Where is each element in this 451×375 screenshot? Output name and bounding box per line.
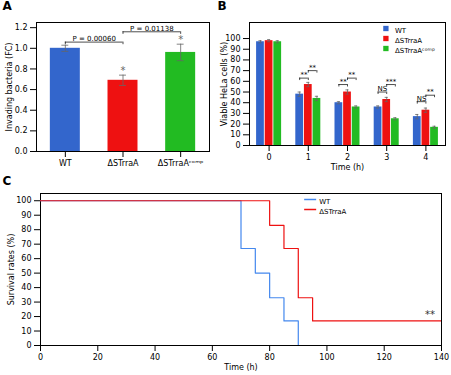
svg-text:WT: WT	[395, 27, 407, 35]
svg-text:P = 0.01138: P = 0.01138	[130, 25, 173, 33]
svg-text:Time (h): Time (h)	[223, 363, 257, 372]
svg-text:ΔSTrraAᶜᵒᵐᵖ: ΔSTrraAᶜᵒᵐᵖ	[158, 159, 204, 168]
svg-text:1.0: 1.0	[15, 44, 28, 53]
svg-text:40: 40	[21, 283, 31, 292]
svg-text:60: 60	[230, 77, 240, 86]
svg-text:20: 20	[93, 353, 103, 362]
svg-text:WT: WT	[319, 198, 331, 206]
svg-text:Time (h): Time (h)	[330, 163, 364, 172]
svg-text:P = 0.00060: P = 0.00060	[72, 35, 115, 43]
svg-text:0.4: 0.4	[15, 106, 28, 115]
svg-text:70: 70	[230, 66, 240, 75]
svg-text:**: **	[425, 309, 435, 320]
svg-text:120: 120	[377, 353, 392, 362]
svg-text:20: 20	[21, 312, 31, 321]
svg-text:0: 0	[267, 153, 272, 162]
svg-text:80: 80	[230, 55, 240, 64]
svg-text:10: 10	[21, 327, 31, 336]
svg-text:NS: NS	[378, 85, 388, 93]
svg-text:WT: WT	[59, 159, 72, 168]
svg-text:Survival rates (%): Survival rates (%)	[7, 234, 16, 306]
svg-text:0.2: 0.2	[15, 126, 28, 135]
svg-text:50: 50	[230, 88, 240, 97]
svg-text:**: **	[427, 88, 435, 96]
svg-text:**: **	[348, 71, 356, 79]
svg-text:60: 60	[21, 254, 31, 263]
svg-text:10: 10	[230, 130, 240, 139]
svg-text:100: 100	[16, 196, 31, 205]
svg-text:0: 0	[235, 141, 240, 150]
svg-text:100: 100	[225, 34, 240, 43]
svg-text:NS: NS	[417, 95, 427, 103]
svg-text:**: **	[340, 78, 348, 86]
svg-text:Invading bacteria (FC): Invading bacteria (FC)	[5, 43, 14, 132]
svg-text:100: 100	[319, 353, 334, 362]
svg-text:90: 90	[230, 45, 240, 54]
svg-text:Viable HeLa cells (%): Viable HeLa cells (%)	[220, 42, 229, 126]
svg-text:2: 2	[345, 153, 350, 162]
svg-text:A: A	[3, 0, 13, 13]
svg-text:ΔSTrraA: ΔSTrraA	[395, 37, 422, 45]
svg-text:C: C	[3, 175, 12, 188]
svg-text:70: 70	[21, 240, 31, 249]
svg-text:30: 30	[230, 109, 240, 118]
svg-text:*: *	[121, 65, 126, 76]
svg-text:**: **	[309, 64, 317, 72]
svg-text:B: B	[218, 0, 227, 13]
svg-text:ΔSTrraA: ΔSTrraA	[107, 159, 139, 168]
svg-text:50: 50	[21, 269, 31, 278]
svg-text:ΔSTrraA: ΔSTrraA	[319, 208, 346, 216]
svg-text:60: 60	[207, 353, 217, 362]
svg-text:3: 3	[384, 153, 389, 162]
svg-text:20: 20	[230, 120, 240, 129]
svg-text:40: 40	[230, 98, 240, 107]
svg-text:ΔSTrraAᶜᵒᵐᵖ: ΔSTrraAᶜᵒᵐᵖ	[395, 47, 435, 55]
svg-text:0.0: 0.0	[15, 147, 28, 156]
svg-text:1.2: 1.2	[15, 23, 28, 32]
svg-text:***: ***	[386, 78, 397, 86]
svg-text:80: 80	[265, 353, 275, 362]
svg-text:4: 4	[423, 153, 428, 162]
svg-text:0.6: 0.6	[15, 85, 28, 94]
svg-text:*: *	[178, 34, 183, 45]
svg-text:80: 80	[21, 225, 31, 234]
svg-text:30: 30	[21, 298, 31, 307]
svg-text:0.8: 0.8	[15, 65, 28, 74]
svg-text:0: 0	[26, 341, 31, 350]
svg-text:1: 1	[306, 153, 311, 162]
svg-text:40: 40	[150, 353, 160, 362]
svg-text:0: 0	[38, 353, 43, 362]
svg-text:90: 90	[21, 211, 31, 220]
svg-text:140: 140	[434, 353, 449, 362]
svg-text:**: **	[300, 71, 308, 79]
